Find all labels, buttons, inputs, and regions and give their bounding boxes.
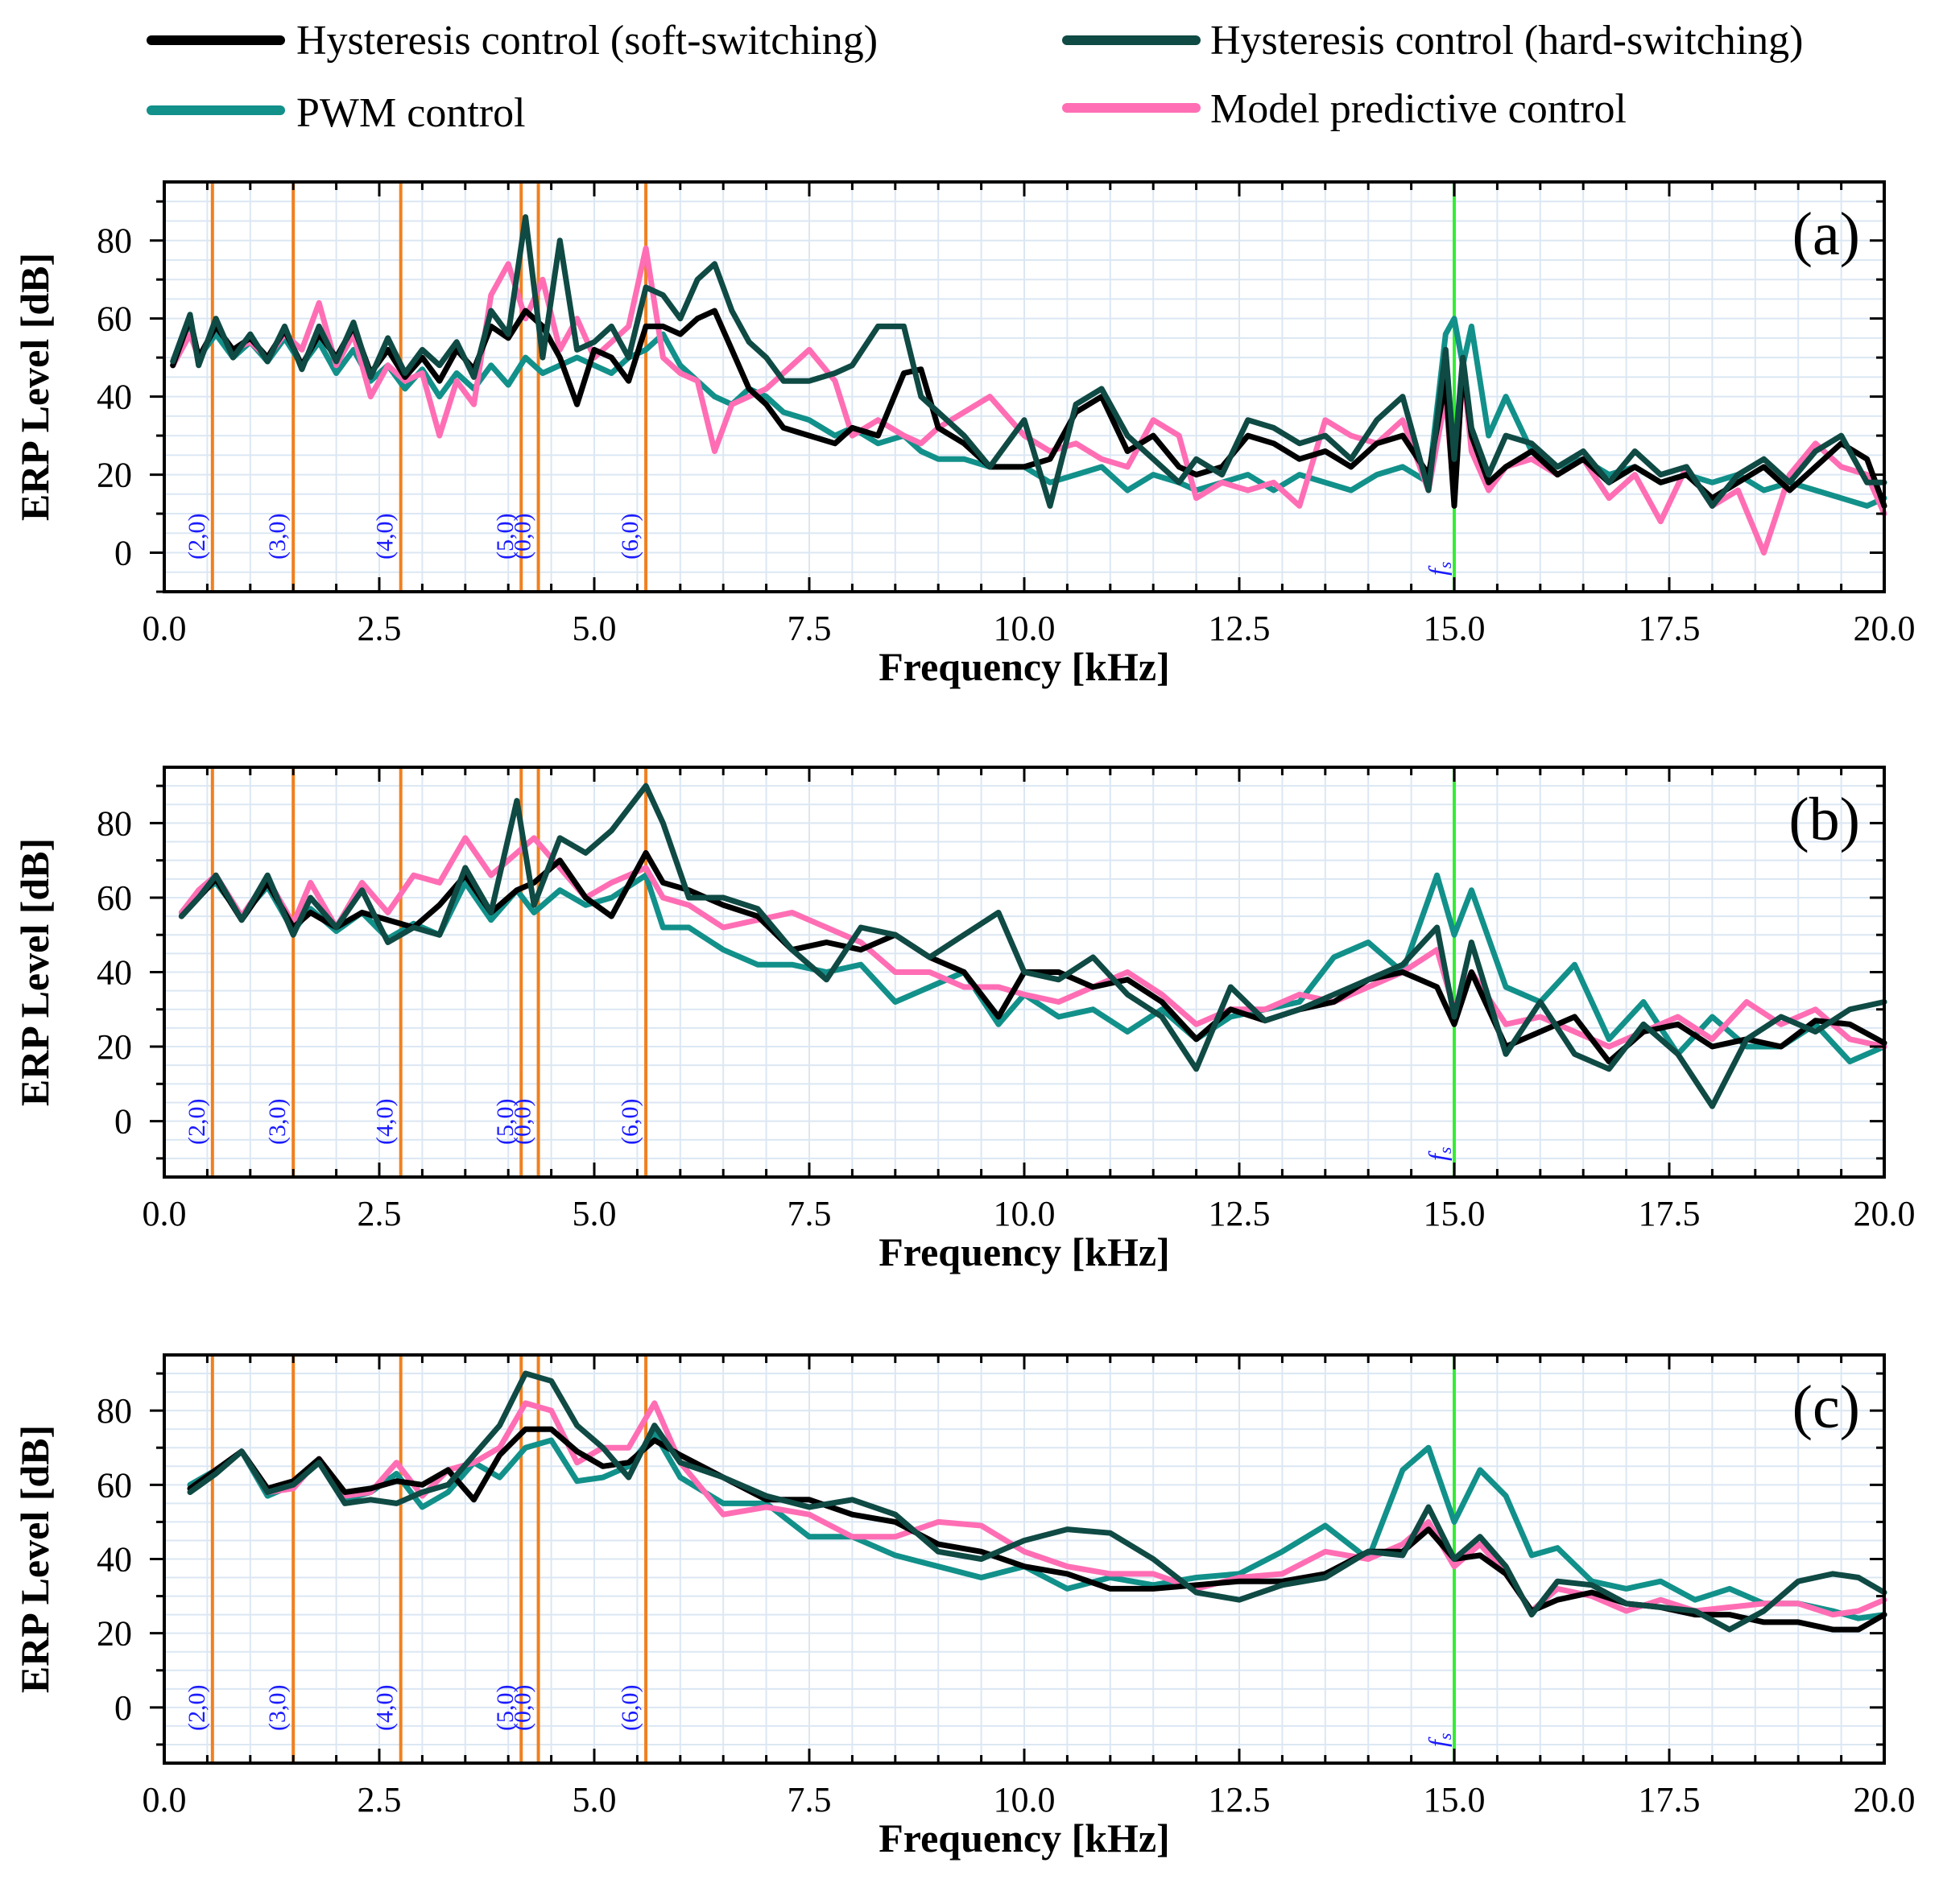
- y-tick-label: 40: [97, 1540, 132, 1580]
- legend-label-soft: Hysteresis control (soft-switching): [296, 18, 878, 64]
- series-line-hard: [187, 1370, 1887, 1633]
- mode-label: (6,0): [617, 1685, 643, 1731]
- x-tick-label: 5.0: [573, 609, 617, 648]
- y-axis-title: ERP Level [dB]: [12, 838, 57, 1106]
- chart-panel-1: (2,0) (3,0) (4,0) (5,0)(0,0) (6,0) fs 0.0 2.5 5.…: [12, 180, 1916, 689]
- x-tick-label: 15.0: [1424, 609, 1486, 648]
- panels: (2,0) (3,0) (4,0) (5,0)(0,0) (6,0)fs0.0 2.5 5.…: [12, 180, 1916, 1861]
- x-tick-label: 10.0: [994, 1194, 1056, 1233]
- fs-label-sub: s: [1435, 1147, 1455, 1154]
- mode-label: (4,0): [372, 514, 399, 560]
- x-tick-label: 7.5: [788, 1194, 832, 1233]
- mode-label: (5,0): [492, 1685, 519, 1731]
- mode-label: (6,0): [617, 1099, 643, 1145]
- grid: [163, 181, 1885, 593]
- mode-label: (6,0): [617, 514, 643, 560]
- x-tick-label: 2.5: [358, 1780, 402, 1819]
- y-axis-title: ERP Level [dB]: [12, 1425, 57, 1693]
- x-axis-title: Frequency [kHz]: [879, 1815, 1170, 1861]
- mode-label: (4,0): [372, 1099, 399, 1145]
- x-axis-title: Frequency [kHz]: [879, 644, 1170, 689]
- x-tick-label: 12.5: [1209, 1780, 1271, 1819]
- y-axis-title: ERP Level [dB]: [12, 253, 57, 521]
- series-line-pwm: [178, 872, 1887, 1065]
- mode-label: (0,0): [510, 1099, 536, 1145]
- y-tick-label: 20: [97, 456, 132, 495]
- y-tick-label: 0: [114, 1102, 132, 1142]
- y-tick-label: 60: [97, 878, 132, 918]
- mode-label: (3,0): [264, 1685, 291, 1731]
- legend: Hysteresis control (soft-switching) Hyst…: [147, 18, 1803, 136]
- fs-label: fs: [1423, 1147, 1455, 1161]
- mode-label: (2,0): [184, 1685, 210, 1731]
- y-tick-label: 60: [97, 299, 132, 339]
- panel-label: (c): [1792, 1373, 1860, 1441]
- panel-label: (b): [1788, 786, 1860, 853]
- y-tick-label: 60: [97, 1465, 132, 1505]
- y-tick-label: 0: [114, 1688, 132, 1728]
- x-tick-label: 2.5: [358, 609, 402, 648]
- mode-label: (5,0): [492, 514, 519, 560]
- x-tick-label: 5.0: [573, 1194, 617, 1233]
- x-tick-label: 0.0: [143, 1780, 187, 1819]
- x-tick-label: 15.0: [1424, 1780, 1486, 1819]
- series-line-mpc: [187, 1400, 1887, 1618]
- series-line-hard: [178, 783, 1887, 1109]
- x-axis-title: Frequency [kHz]: [879, 1229, 1170, 1274]
- mode-label: (0,0): [510, 1685, 536, 1731]
- grid: [163, 1354, 1885, 1763]
- series-line-pwm: [187, 1430, 1887, 1621]
- y-tick-label: 20: [97, 1614, 132, 1654]
- x-tick-label: 12.5: [1209, 1194, 1271, 1233]
- legend-item-pwm: PWM control: [147, 90, 526, 136]
- legend-label-hard: Hysteresis control (hard-switching): [1210, 18, 1803, 64]
- x-tick-label: 10.0: [994, 609, 1056, 648]
- mode-label: (2,0): [184, 514, 210, 560]
- y-tick-label: 0: [114, 534, 132, 573]
- fs-label: fs: [1423, 562, 1455, 576]
- x-tick-label: 17.5: [1639, 1780, 1701, 1819]
- mode-label: (3,0): [264, 514, 291, 560]
- x-tick-label: 15.0: [1424, 1194, 1486, 1233]
- x-tick-label: 7.5: [788, 609, 832, 648]
- legend-label-pwm: PWM control: [296, 90, 526, 136]
- x-tick-label: 17.5: [1639, 609, 1701, 648]
- series-line-hard: [170, 214, 1887, 509]
- y-tick-label: 40: [97, 953, 132, 993]
- panel-label: (a): [1792, 200, 1860, 268]
- mode-label: (0,0): [510, 514, 536, 560]
- x-tick-label: 0.0: [143, 1194, 187, 1233]
- chart-panel-3: (2,0) (3,0) (4,0) (5,0)(0,0) (6,0) fs 0.0 2.5 5.…: [12, 1353, 1916, 1861]
- x-tick-label: 10.0: [994, 1780, 1056, 1819]
- y-tick-label: 80: [97, 221, 132, 261]
- y-tick-label: 80: [97, 1391, 132, 1431]
- x-tick-label: 20.0: [1854, 1780, 1916, 1819]
- legend-item-soft: Hysteresis control (soft-switching): [147, 18, 878, 64]
- x-tick-label: 0.0: [143, 609, 187, 648]
- legend-item-mpc: Model predictive control: [1062, 86, 1627, 132]
- x-tick-label: 17.5: [1639, 1194, 1701, 1233]
- mode-label: (5,0): [492, 1099, 519, 1145]
- y-tick-label: 80: [97, 803, 132, 843]
- series-line-mpc: [170, 245, 1887, 556]
- x-tick-label: 7.5: [788, 1780, 832, 1819]
- mode-label: (3,0): [264, 1099, 291, 1145]
- y-tick-label: 20: [97, 1027, 132, 1067]
- mode-label: (4,0): [372, 1685, 399, 1731]
- x-tick-label: 20.0: [1854, 609, 1916, 648]
- x-tick-label: 12.5: [1209, 609, 1271, 648]
- y-tick-label: 40: [97, 378, 132, 417]
- x-tick-label: 5.0: [573, 1780, 617, 1819]
- series-line-soft: [187, 1426, 1887, 1633]
- x-tick-label: 2.5: [358, 1194, 402, 1233]
- legend-label-mpc: Model predictive control: [1210, 86, 1627, 132]
- fs-label: fs: [1423, 1733, 1455, 1747]
- fs-label-sub: s: [1435, 1733, 1455, 1741]
- x-tick-label: 20.0: [1854, 1194, 1916, 1233]
- chart-panel-2: (2,0) (3,0) (4,0) (5,0)(0,0) (6,0) fs 0.0 2.5 5.…: [12, 766, 1916, 1274]
- legend-item-hard: Hysteresis control (hard-switching): [1062, 18, 1803, 64]
- fs-label-sub: s: [1435, 562, 1455, 569]
- mode-label: (2,0): [184, 1099, 210, 1145]
